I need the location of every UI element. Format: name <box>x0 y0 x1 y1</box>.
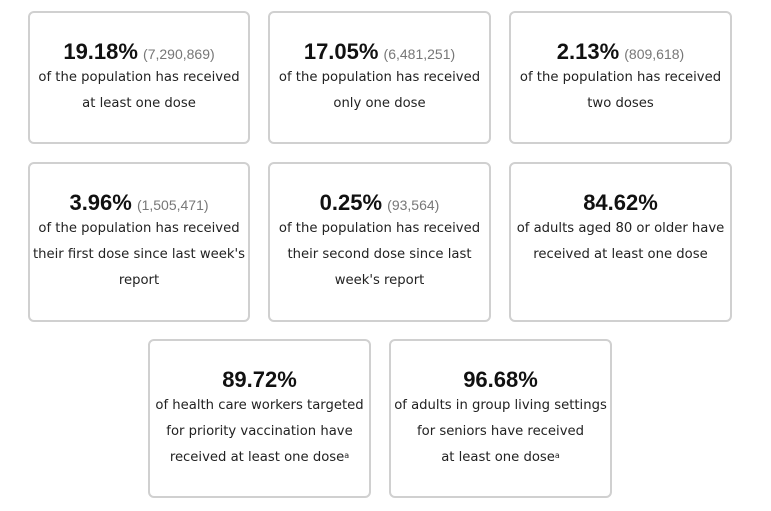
stat-description: received at least one dose <box>533 247 708 262</box>
stat-description: of adults aged 80 or older have <box>516 221 725 236</box>
stat-description: of the population has received <box>278 70 481 85</box>
stat-description: of the population has received <box>278 221 481 236</box>
stat-card-group-living-seniors: 96.68% of adults in group living setting… <box>389 339 612 498</box>
stat-count: (93,564) <box>387 197 440 213</box>
stat-card-health-care-workers: 89.72% of health care workers targeted f… <box>148 339 371 498</box>
stat-description: at least one dose <box>82 96 196 111</box>
stat-card-second-dose-since-last-week: 0.25% (93,564) of the population has rec… <box>268 162 491 322</box>
stat-card-adults-80-plus: 84.62% of adults aged 80 or older have r… <box>509 162 732 322</box>
stat-description: received at least one dosea <box>150 445 369 471</box>
stat-card-two-doses: 2.13% (809,618) of the population has re… <box>509 11 732 144</box>
stat-percent: 96.68% <box>463 367 538 392</box>
stat-description-text: received at least one dose <box>169 450 345 465</box>
stat-count: (7,290,869) <box>143 46 215 62</box>
stat-description: for priority vaccination have <box>166 424 353 439</box>
stat-percent: 3.96% <box>69 190 132 215</box>
stat-description: week's report <box>334 273 425 288</box>
stat-percent: 2.13% <box>556 39 620 64</box>
footnote-marker: a <box>344 451 350 460</box>
stat-description: of adults in group living settings <box>394 398 607 413</box>
stat-percent: 89.72% <box>222 367 297 392</box>
stat-card-only-one-dose: 17.05% (6,481,251) of the population has… <box>268 11 491 144</box>
stat-percent: 84.62% <box>583 190 658 215</box>
stat-description: of the population has received <box>38 70 240 85</box>
stat-description: their second dose since last <box>287 247 472 262</box>
stat-description: of the population has received <box>38 221 240 236</box>
stat-count: (1,505,471) <box>136 197 209 213</box>
stat-description: two doses <box>587 96 654 111</box>
stat-card-first-dose-since-last-week: 3.96% (1,505,471) of the population has … <box>28 162 250 322</box>
stat-description: report <box>118 273 160 288</box>
stat-card-at-least-one-dose: 19.18% (7,290,869) of the population has… <box>28 11 250 144</box>
stat-percent: 0.25% <box>319 190 383 215</box>
stat-percent: 17.05% <box>303 39 379 64</box>
stat-description: for seniors have received <box>417 424 584 439</box>
stat-description: of the population has received <box>519 70 722 85</box>
stat-description: only one dose <box>333 96 426 111</box>
stat-percent: 19.18% <box>63 39 138 64</box>
footnote-marker: a <box>554 451 560 460</box>
stat-description: at least one dosea <box>391 445 610 471</box>
stat-count: (809,618) <box>624 46 685 62</box>
stat-count: (6,481,251) <box>383 46 456 62</box>
stat-description: of health care workers targeted <box>155 398 364 413</box>
stat-description-text: at least one dose <box>441 450 555 465</box>
stat-description: their first dose since last week's <box>32 247 246 262</box>
